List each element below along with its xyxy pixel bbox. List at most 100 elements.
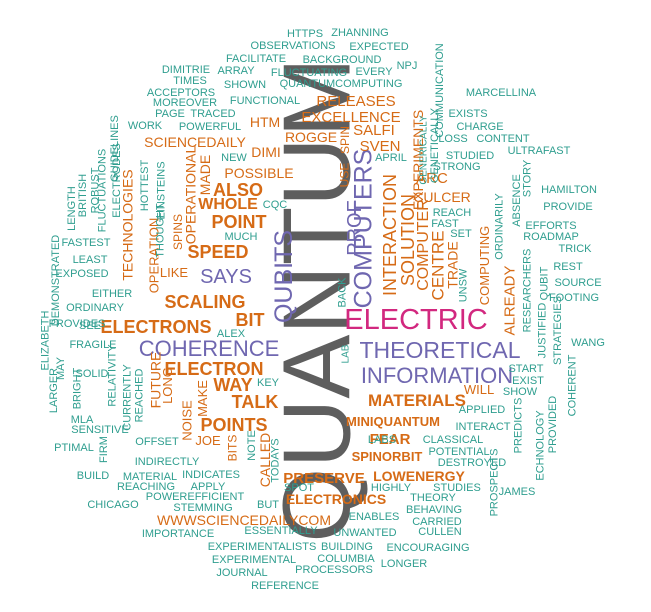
cloud-word-work: WORK [127, 119, 163, 132]
cloud-word-key: KEY [256, 376, 279, 389]
cloud-word-indirectly: INDIRECTLY [134, 455, 200, 468]
cloud-word-expected: EXPECTED [349, 40, 409, 53]
cloud-word-coherent: COHERENT [566, 354, 579, 416]
cloud-word-show: SHOW [502, 385, 538, 398]
cloud-word-computer: COMPUTER [415, 199, 432, 291]
cloud-word-spinorbit: SPINORBIT [351, 448, 423, 464]
cloud-word-scaling: SCALING [164, 292, 246, 312]
cloud-word-acceptors: ACCEPTORS [146, 86, 216, 99]
cloud-word-page: PAGE [155, 107, 185, 120]
cloud-word-points: POINTS [200, 415, 268, 435]
cloud-word-also: ALSO [212, 180, 263, 200]
cloud-word-firm: FIRM [97, 435, 110, 463]
cloud-word-longer: LONGER [380, 557, 428, 570]
cloud-word-april: APRIL [375, 151, 407, 164]
cloud-word-applied: APPLIED [458, 403, 506, 416]
cloud-word-researchers: RESEARCHERS [521, 248, 534, 332]
cloud-word-says: SAYS [200, 266, 252, 288]
cloud-word-preserve: PRESERVE [283, 469, 365, 487]
cloud-word-note: NOTE [245, 429, 258, 461]
cloud-word-moreover: MOREOVER [152, 96, 218, 109]
cloud-word-interaction: INTERACTION [379, 173, 400, 297]
cloud-word-theory: THEORY [410, 491, 456, 504]
cloud-word-predicts: PREDICTS [512, 397, 525, 453]
cloud-word-make: MAKE [194, 379, 210, 417]
cloud-word-potential: POTENTIAL [428, 445, 490, 458]
cloud-word-building: BUILDING [321, 540, 373, 553]
cloud-word-powerful: POWERFUL [178, 120, 242, 133]
cloud-word-functional: FUNCTIONAL [229, 94, 301, 107]
cloud-word-echnology: ECHNOLOGY [534, 409, 547, 481]
cloud-word-labs: LABS [367, 433, 397, 446]
cloud-word-start: START [508, 362, 544, 375]
cloud-word-british: BRITISH [77, 173, 90, 217]
cloud-word-set: SET [450, 227, 472, 240]
cloud-word-array: ARRAY [217, 64, 255, 77]
cloud-word-bit: BIT [235, 310, 265, 330]
cloud-word-npj: NPJ [396, 59, 418, 72]
cloud-word-hottest: HOTTEST [139, 159, 152, 211]
cloud-word-sven: SVEN [359, 137, 401, 155]
cloud-word-exists: EXISTS [448, 107, 488, 120]
cloud-word-unwanted: UNWANTED [333, 526, 397, 539]
cloud-word-chicago: CHICAGO [87, 498, 139, 511]
cloud-word-columbia: COLUMBIA [317, 552, 375, 565]
cloud-word-cqc: CQC [262, 198, 288, 211]
cloud-word-todays: TODAYS [269, 437, 282, 483]
cloud-word-electronics: ELECTRONICS [285, 491, 387, 507]
cloud-word-speed: SPEED [187, 242, 249, 262]
cloud-word-joe: JOE [195, 432, 221, 448]
cloud-word-journal: JOURNAL [216, 566, 268, 579]
cloud-word-fear: FEAR [369, 430, 411, 448]
cloud-word-technologies: TECHNOLOGIES [120, 169, 136, 281]
cloud-word-charge: CHARGE [456, 120, 504, 133]
cloud-word-trick: TRICK [558, 242, 592, 255]
cloud-word-james: JAMES [498, 485, 536, 498]
cloud-word-sciencedaily: SCIENCEDAILY [144, 134, 246, 150]
cloud-word-information: INFORMATION [360, 363, 514, 388]
cloud-word-least: LEAST [72, 253, 108, 266]
cloud-word-made: MADE [196, 154, 213, 196]
cloud-word-noise: NOISE [179, 399, 195, 441]
cloud-word-demonstrated: DEMONSTRATED [50, 234, 63, 326]
cloud-word-behaving: BEHAVING [405, 503, 463, 516]
cloud-word-studies: STUDIES [433, 481, 481, 494]
cloud-word-provides: PROVIDES [48, 317, 106, 330]
cloud-word-bright: BRIGHT [71, 367, 84, 409]
cloud-word-way: WAY [213, 375, 253, 395]
cloud-word-classical: CLASSICAL [422, 433, 484, 446]
cloud-word-excellence: EXCELLENCE [301, 108, 401, 126]
cloud-word-traced: TRACED [190, 107, 236, 120]
cloud-word-importance: IMPORTANCE [141, 527, 215, 540]
cloud-word-electron: ELECTRON [164, 359, 264, 379]
cloud-word-rogge: ROGGE [284, 129, 338, 145]
cloud-word-reaching: REACHING [116, 480, 176, 493]
cloud-word-https: HTTPS [286, 27, 324, 40]
cloud-word-ordinary: ORDINARY [66, 301, 124, 314]
cloud-word-ptimal: PTIMAL [54, 441, 94, 454]
cloud-word-quantumcomputing: QUANTUMCOMPUTING [279, 77, 403, 90]
cloud-word-much: MUCH [224, 230, 258, 243]
cloud-word-processors: PROCESSORS [295, 563, 373, 576]
cloud-word-apply: APPLY [190, 480, 226, 493]
cloud-word-story: STORY [521, 159, 534, 197]
cloud-word-ordinarily: ORDINARILY [493, 192, 506, 260]
cloud-word-ultrafast: ULTRAFAST [507, 144, 571, 157]
cloud-word-coherence: COHERENCE [138, 336, 280, 361]
cloud-word-length: LENGTH [65, 185, 78, 231]
cloud-word-spins: SPINS [170, 213, 185, 251]
cloud-word-arc: ARC [416, 169, 448, 187]
cloud-word-shown: SHOWN [223, 78, 267, 91]
cloud-word-culcer: CULCER [413, 189, 471, 205]
cloud-word-operational: OPERATIONAL [181, 145, 198, 245]
cloud-word-back: BACK [336, 277, 349, 307]
cloud-word-currently: CURRENTLY [121, 363, 134, 431]
cloud-word-marcellina: MARCELLINA [465, 86, 537, 99]
cloud-word-materials: MATERIALS [368, 390, 466, 410]
cloud-word-generically: GENERICALLY [418, 115, 430, 185]
cloud-word-build: BUILD [76, 469, 110, 482]
cloud-word-absence: ABSENCE [510, 173, 523, 227]
cloud-word-provided: PROVIDED [547, 395, 560, 453]
cloud-word-guidelines: GUIDELINES [108, 114, 121, 182]
cloud-word-either: EITHER [91, 287, 133, 300]
